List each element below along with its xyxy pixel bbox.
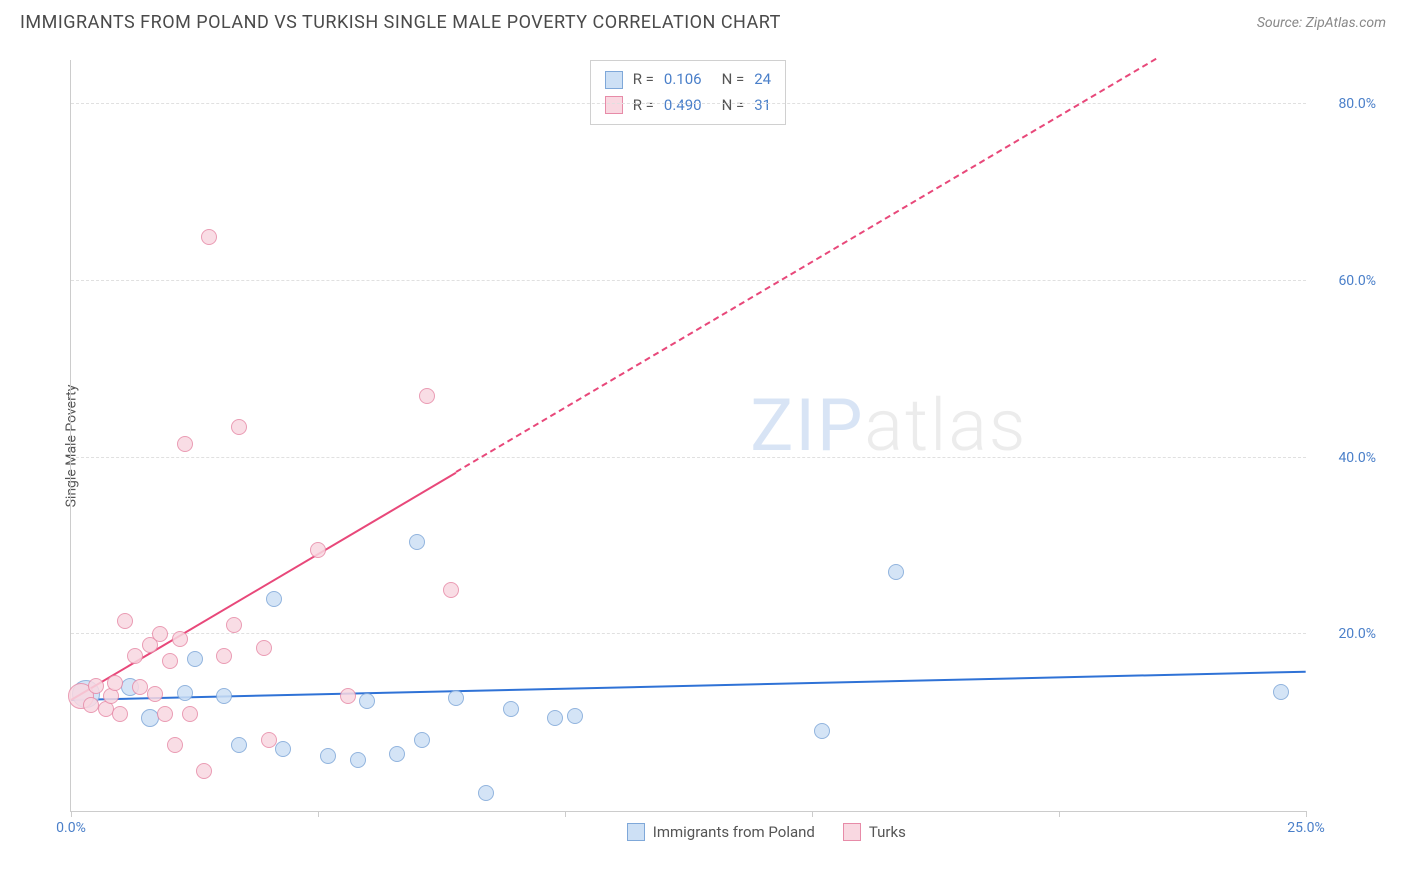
data-point — [547, 710, 563, 726]
data-point — [389, 746, 405, 762]
data-point — [231, 737, 247, 753]
data-point — [182, 706, 198, 722]
data-point — [152, 626, 168, 642]
trend-line-extrapolated — [456, 58, 1157, 473]
data-point — [419, 388, 435, 404]
data-point — [231, 419, 247, 435]
plot-area: ZIPatlas R =0.106N =24R =0.490N =31 Immi… — [70, 60, 1306, 812]
trend-line — [71, 670, 1306, 700]
data-point — [167, 737, 183, 753]
data-point — [320, 748, 336, 764]
legend-n-label: N = — [722, 93, 745, 119]
legend-r-value: 0.490 — [664, 93, 702, 119]
trend-line — [70, 471, 456, 700]
legend-correlation-row: R = 0.490 N = 31 — [605, 93, 771, 119]
data-point — [201, 229, 217, 245]
x-tick-label: 0.0% — [56, 820, 86, 836]
data-point — [177, 685, 193, 701]
data-point — [888, 564, 904, 580]
gridline-horizontal — [71, 457, 1306, 458]
legend-series-label: Immigrants from Poland — [653, 823, 815, 841]
legend-r-value: 0.106 — [664, 67, 702, 93]
data-point — [359, 693, 375, 709]
data-point — [478, 785, 494, 801]
y-tick-label: 20.0% — [1338, 626, 1376, 642]
data-point — [216, 648, 232, 664]
legend-r-label: R = — [633, 67, 654, 93]
data-point — [117, 613, 133, 629]
legend-series-item: Immigrants from Poland — [627, 823, 815, 841]
watermark: ZIPatlas — [750, 383, 1027, 468]
data-point — [157, 706, 173, 722]
legend-swatch — [605, 71, 623, 89]
legend-r-label: R = — [633, 93, 654, 119]
y-tick-label: 60.0% — [1338, 273, 1376, 289]
x-tick — [812, 811, 813, 817]
data-point — [350, 752, 366, 768]
legend-series-item: Turks — [843, 823, 906, 841]
data-point — [147, 686, 163, 702]
data-point — [275, 741, 291, 757]
x-tick-label: 25.0% — [1287, 820, 1325, 836]
legend-series-label: Turks — [869, 823, 906, 841]
data-point — [187, 651, 203, 667]
source-attribution: Source: ZipAtlas.com — [1257, 15, 1386, 31]
legend-n-value: 24 — [754, 67, 771, 93]
watermark-zip: ZIP — [750, 383, 864, 468]
gridline-horizontal — [71, 103, 1306, 104]
chart-title: IMMIGRANTS FROM POLAND VS TURKISH SINGLE… — [20, 12, 781, 33]
data-point — [107, 675, 123, 691]
x-tick — [71, 811, 72, 817]
data-point — [177, 436, 193, 452]
correlation-legend: R = 0.106 N = 24 R = 0.490 N = 31 — [590, 60, 786, 125]
data-point — [448, 690, 464, 706]
legend-n-label: N = — [722, 67, 745, 93]
x-tick — [1059, 811, 1060, 817]
chart-container: Single Male Poverty ZIPatlas R =0.106N =… — [50, 50, 1386, 842]
data-point — [503, 701, 519, 717]
gridline-horizontal — [71, 280, 1306, 281]
data-point — [112, 706, 128, 722]
data-point — [172, 631, 188, 647]
x-tick — [1306, 811, 1307, 817]
data-point — [83, 697, 99, 713]
legend-swatch — [843, 823, 861, 841]
data-point — [266, 591, 282, 607]
data-point — [216, 688, 232, 704]
watermark-atlas: atlas — [864, 383, 1027, 468]
data-point — [414, 732, 430, 748]
data-point — [1273, 684, 1289, 700]
legend-swatch — [605, 96, 623, 114]
y-tick-label: 80.0% — [1338, 96, 1376, 112]
data-point — [310, 542, 326, 558]
data-point — [567, 708, 583, 724]
data-point — [132, 679, 148, 695]
data-point — [261, 732, 277, 748]
y-tick-label: 40.0% — [1338, 450, 1376, 466]
data-point — [340, 688, 356, 704]
series-legend: Immigrants from Poland Turks — [627, 823, 906, 841]
data-point — [256, 640, 272, 656]
data-point — [196, 763, 212, 779]
data-point — [443, 582, 459, 598]
legend-swatch — [627, 823, 645, 841]
data-point — [814, 723, 830, 739]
x-tick — [565, 811, 566, 817]
data-point — [127, 648, 143, 664]
data-point — [88, 678, 104, 694]
legend-correlation-row: R = 0.106 N = 24 — [605, 67, 771, 93]
legend-n-value: 31 — [754, 93, 771, 119]
data-point — [162, 653, 178, 669]
data-point — [226, 617, 242, 633]
gridline-horizontal — [71, 633, 1306, 634]
x-tick — [318, 811, 319, 817]
data-point — [409, 534, 425, 550]
